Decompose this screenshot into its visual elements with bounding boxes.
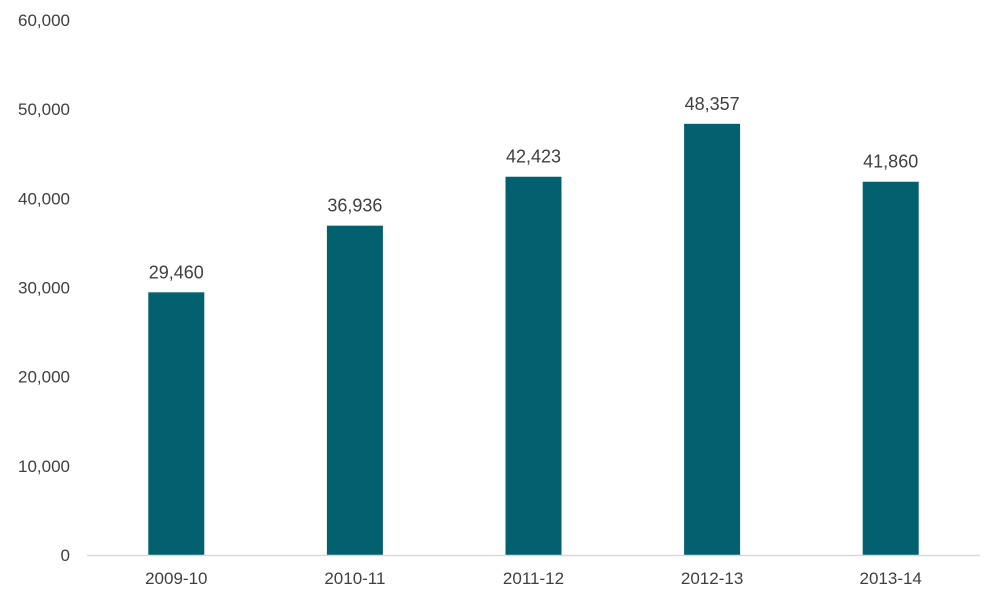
x-tick-label: 2012-13 — [681, 569, 743, 588]
x-tick-label: 2013-14 — [860, 569, 922, 588]
bar-2013-14 — [862, 181, 919, 555]
data-label-2013-14: 41,860 — [863, 152, 918, 172]
x-tick-label: 2011-12 — [503, 569, 564, 588]
data-label-2011-12: 42,423 — [506, 147, 561, 167]
y-axis-labels: 0 10,000 20,000 30,000 40,000 50,000 60,000 — [18, 11, 70, 565]
y-tick-label: 50,000 — [18, 100, 70, 119]
y-tick-label: 10,000 — [18, 457, 70, 476]
y-tick-label: 20,000 — [18, 368, 70, 387]
bar-2011-12 — [505, 176, 562, 555]
bar-2010-11 — [326, 225, 383, 556]
y-tick-label: 60,000 — [18, 11, 70, 30]
x-axis-labels: 2009-10 2010-11 2011-12 2012-13 2013-14 — [145, 569, 922, 588]
x-tick-label: 2010-11 — [324, 569, 385, 588]
data-label-2012-13: 48,357 — [685, 94, 740, 114]
y-tick-label: 40,000 — [18, 189, 70, 208]
bars — [148, 123, 919, 556]
bar-2012-13 — [684, 123, 741, 556]
data-label-2009-10: 29,460 — [149, 262, 204, 282]
data-label-2010-11: 36,936 — [327, 196, 382, 216]
y-tick-label: 30,000 — [18, 279, 70, 298]
y-tick-label: 0 — [61, 546, 70, 565]
x-tick-label: 2009-10 — [145, 569, 207, 588]
data-labels: 29,460 36,936 42,423 48,357 41,860 — [149, 94, 918, 282]
bar-2009-10 — [148, 292, 205, 555]
